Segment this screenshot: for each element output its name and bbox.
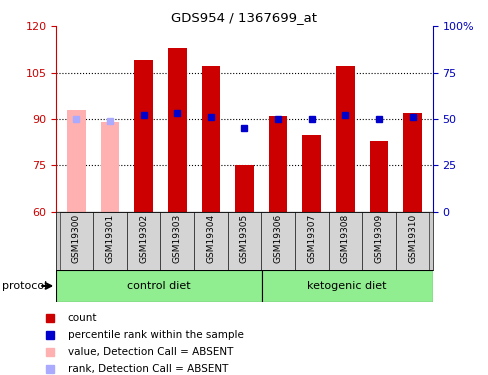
Bar: [126, 212, 160, 270]
Text: control diet: control diet: [127, 281, 190, 291]
Bar: [168, 48, 186, 212]
Bar: [60, 212, 93, 270]
Bar: [67, 110, 85, 212]
Bar: [261, 212, 294, 270]
Bar: [362, 212, 395, 270]
Text: GSM19305: GSM19305: [240, 214, 248, 263]
Bar: [294, 212, 328, 270]
Bar: [261, 270, 432, 302]
Text: GDS954 / 1367699_at: GDS954 / 1367699_at: [171, 11, 317, 24]
Text: GSM19300: GSM19300: [72, 214, 81, 263]
Text: GSM19308: GSM19308: [340, 214, 349, 263]
Bar: [134, 60, 153, 212]
Bar: [335, 66, 354, 212]
Text: GSM19302: GSM19302: [139, 214, 148, 263]
Bar: [194, 212, 227, 270]
Bar: [268, 116, 287, 212]
Text: GSM19309: GSM19309: [374, 214, 383, 263]
Bar: [101, 122, 119, 212]
Text: GSM19306: GSM19306: [273, 214, 282, 263]
Text: rank, Detection Call = ABSENT: rank, Detection Call = ABSENT: [67, 364, 227, 375]
Bar: [395, 212, 428, 270]
Text: GSM19303: GSM19303: [172, 214, 182, 263]
Bar: [93, 212, 126, 270]
Text: GSM19310: GSM19310: [407, 214, 416, 263]
Bar: [227, 212, 261, 270]
Bar: [201, 66, 220, 212]
Text: protocol: protocol: [2, 281, 48, 291]
Text: value, Detection Call = ABSENT: value, Detection Call = ABSENT: [67, 347, 233, 357]
Text: GSM19301: GSM19301: [105, 214, 114, 263]
Bar: [56, 270, 261, 302]
Bar: [160, 212, 194, 270]
Bar: [328, 212, 362, 270]
Text: count: count: [67, 313, 97, 323]
Bar: [302, 135, 320, 212]
Text: GSM19307: GSM19307: [306, 214, 316, 263]
Text: percentile rank within the sample: percentile rank within the sample: [67, 330, 243, 340]
Bar: [403, 113, 421, 212]
Bar: [369, 141, 387, 212]
Text: GSM19304: GSM19304: [206, 214, 215, 263]
Bar: [235, 165, 253, 212]
Text: ketogenic diet: ketogenic diet: [307, 281, 386, 291]
